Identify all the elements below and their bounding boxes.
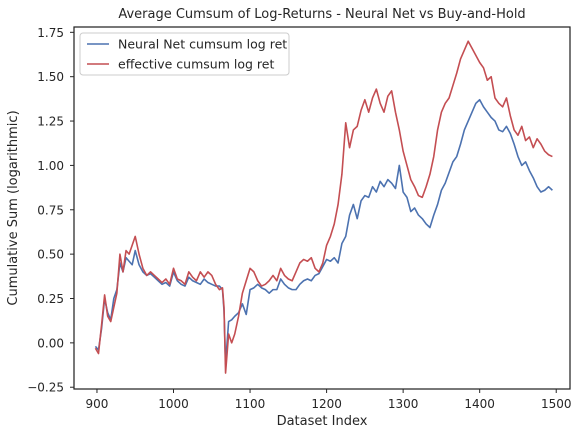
y-tick-label: 0.50 [37, 248, 64, 262]
x-tick-label: 1300 [388, 397, 419, 411]
series-line-2 [94, 40, 553, 374]
series-line-1 [94, 98, 553, 365]
legend-entry: Neural Net cumsum log ret [118, 37, 287, 52]
x-tick-label: 900 [86, 397, 109, 411]
y-tick-label: 0.25 [37, 292, 64, 306]
plot-area [73, 26, 571, 390]
y-tick-label: 1.50 [37, 70, 64, 84]
x-axis: 900 1000 1100 1200 1300 1400 1500 [86, 389, 572, 411]
y-tick-label: 1.25 [37, 115, 64, 129]
y-axis: −0.25 0.00 0.25 0.50 0.75 1.00 1.25 1.50 1.75 [27, 26, 74, 395]
legend: Neural Net cumsum log ret effective cumsu… [79, 32, 290, 76]
x-tick-label: 1000 [158, 397, 189, 411]
x-tick-label: 1200 [311, 397, 342, 411]
legend-box [79, 32, 290, 76]
x-axis-label: Dataset Index [277, 414, 368, 429]
chart-title: Average Cumsum of Log-Returns - Neural N… [118, 7, 525, 22]
y-axis-label: Cumulative Sum (logarithmic) [6, 110, 21, 305]
x-tick-label: 1100 [235, 397, 266, 411]
y-tick-label: 1.00 [37, 159, 64, 173]
y-tick-label: 0.00 [37, 336, 64, 350]
legend-entry: effective cumsum log ret [118, 57, 274, 72]
plot-frame [73, 26, 571, 390]
y-tick-label: −0.25 [27, 381, 64, 395]
y-tick-label: 0.75 [37, 203, 64, 217]
x-tick-label: 1400 [464, 397, 495, 411]
y-tick-label: 1.75 [37, 26, 64, 40]
x-tick-label: 1500 [541, 397, 572, 411]
